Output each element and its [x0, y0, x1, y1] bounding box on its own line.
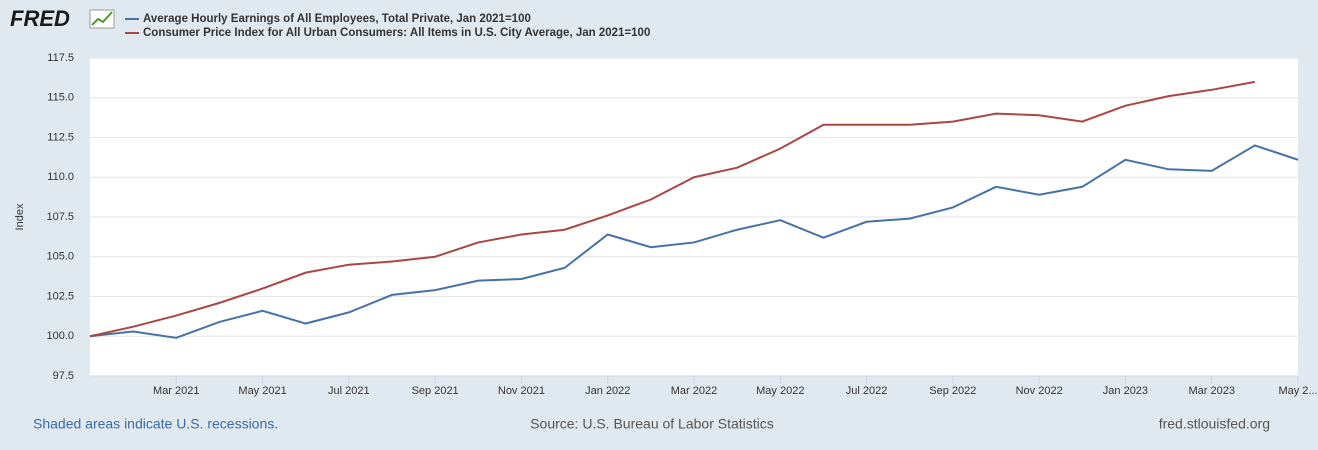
legend-label: Average Hourly Earnings of All Employees… — [143, 13, 531, 25]
x-tick-label: Nov 2022 — [1016, 385, 1063, 397]
source: Source: U.S. Bureau of Labor Statistics — [530, 416, 774, 432]
site: fred.stlouisfed.org — [1159, 416, 1270, 432]
y-tick-label: 112.5 — [47, 131, 74, 143]
series-line — [89, 144, 1299, 339]
y-tick-label: 115.0 — [47, 92, 74, 104]
y-tick-label: 102.5 — [46, 290, 74, 302]
y-tick-label: 117.5 — [47, 52, 74, 64]
y-tick-label: 105.0 — [46, 251, 74, 263]
x-tick-label: Mar 2023 — [1188, 385, 1234, 397]
x-tick-label: Jul 2021 — [328, 385, 370, 397]
x-tick-label: Jan 2022 — [585, 385, 630, 397]
y-tick-label: 100.0 — [46, 330, 74, 342]
legend-label: Consumer Price Index for All Urban Consu… — [143, 27, 650, 39]
x-tick-label: Nov 2021 — [498, 385, 545, 397]
series-line — [89, 80, 1256, 338]
x-tick-label: Jan 2023 — [1103, 385, 1148, 397]
x-tick-label: Mar 2021 — [153, 385, 199, 397]
y-tick-label: 107.5 — [46, 211, 74, 223]
x-tick-label: May 2021 — [238, 385, 286, 397]
x-tick-label: May 2022 — [756, 385, 804, 397]
x-tick-label: Sep 2021 — [412, 385, 459, 397]
y-axis-label: Index — [14, 203, 26, 230]
x-tick-label: May 2... — [1278, 385, 1317, 397]
x-tick-label: Sep 2022 — [929, 385, 976, 397]
recession-note: Shaded areas indicate U.S. recessions. — [33, 416, 278, 432]
logo-icon — [89, 9, 115, 29]
x-tick-label: Mar 2022 — [671, 385, 717, 397]
y-tick-label: 110.0 — [47, 171, 74, 183]
x-tick-label: Jul 2022 — [846, 385, 888, 397]
logo: FRED — [10, 6, 70, 31]
y-tick-label: 97.5 — [53, 370, 74, 382]
